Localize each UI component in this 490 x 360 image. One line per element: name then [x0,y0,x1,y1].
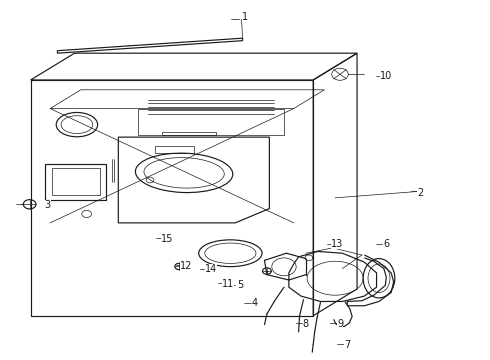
Text: 15: 15 [161,234,173,244]
Text: 9: 9 [337,319,343,329]
Text: 14: 14 [205,264,217,274]
Text: 8: 8 [303,319,309,329]
Text: 12: 12 [180,261,193,271]
Text: 1: 1 [242,13,248,22]
Text: 5: 5 [237,280,243,291]
Text: 3: 3 [45,200,51,210]
Text: 13: 13 [331,239,343,249]
Text: 10: 10 [380,71,392,81]
Text: 6: 6 [383,239,390,249]
Text: 11: 11 [222,279,234,289]
Text: 2: 2 [417,188,423,198]
Text: 4: 4 [252,298,258,308]
Text: 7: 7 [344,340,350,350]
